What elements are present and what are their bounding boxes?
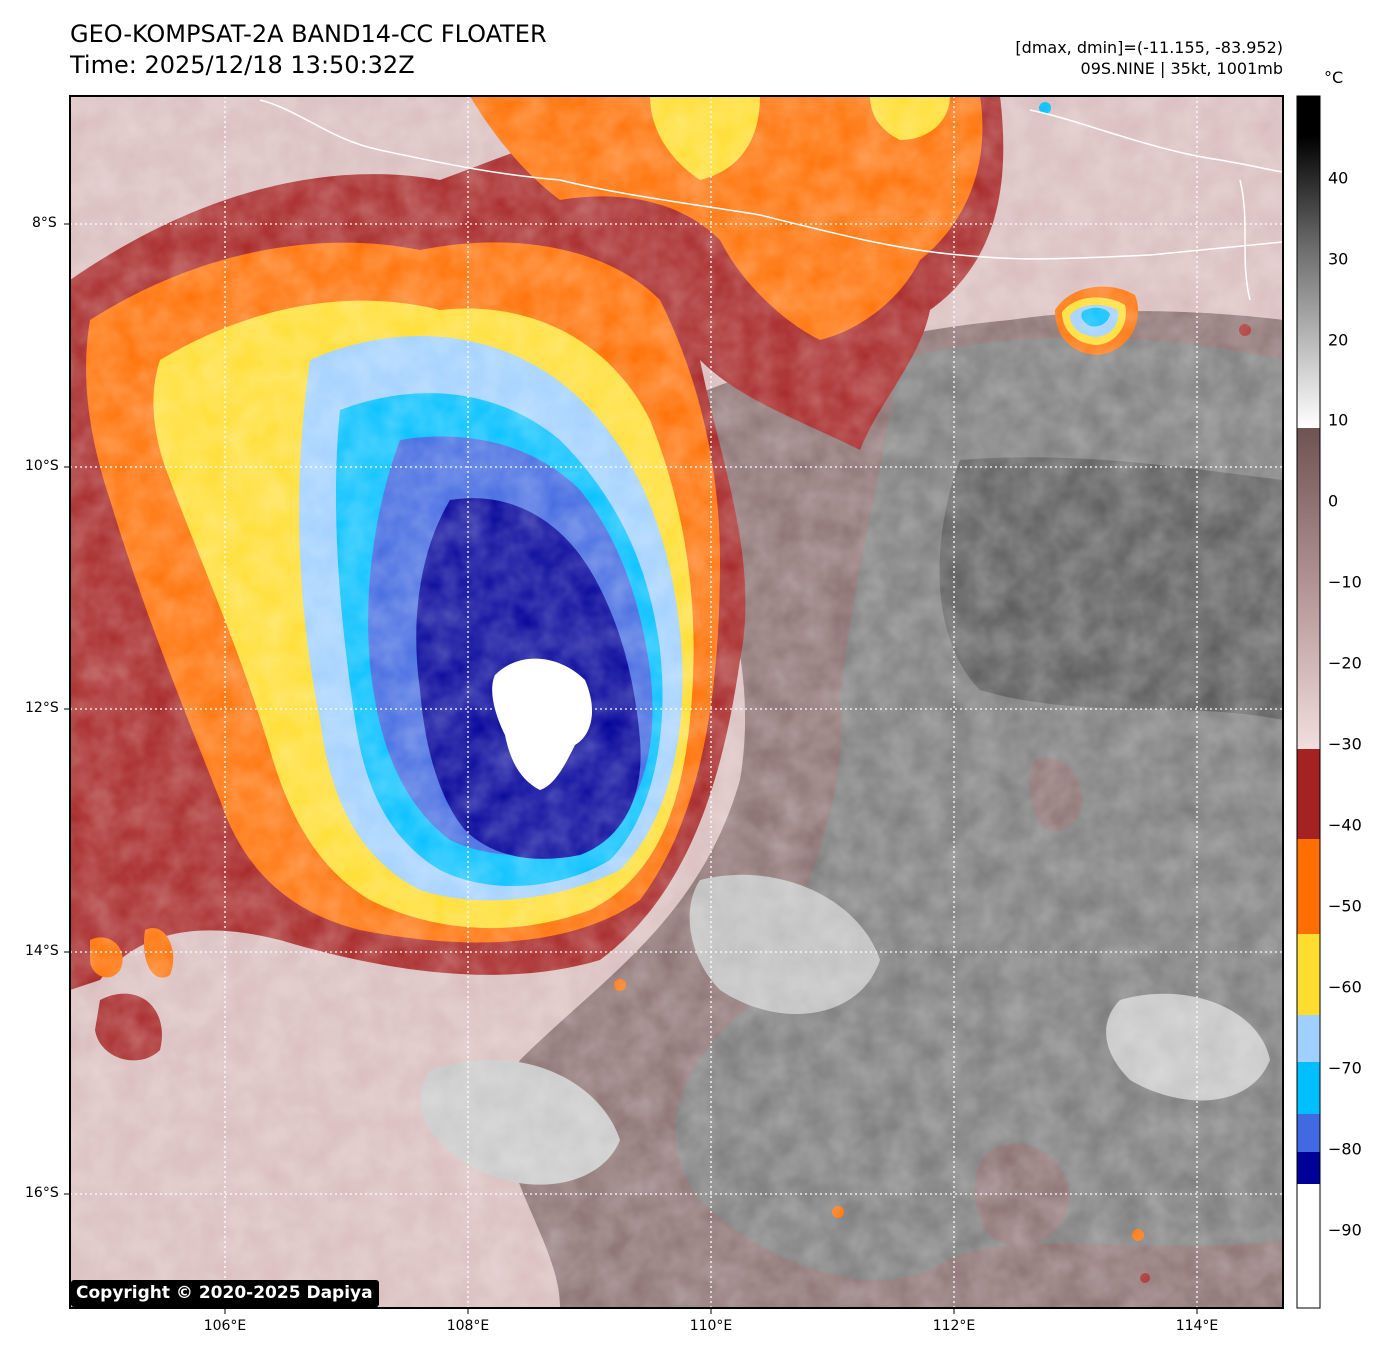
axis-ticks [64,223,1198,1314]
storm-info: 09S.NINE | 35kt, 1001mb [1080,59,1283,78]
lon-label: 114°E [1175,1318,1219,1334]
colorbar-tick: −90 [1328,1220,1362,1240]
colorbar-tick: −80 [1328,1139,1362,1159]
colorbar-royal-blue-segment [1297,1114,1320,1152]
lat-label: 12°S [25,700,59,716]
dmax-dmin-readout: [dmax, dmin]=(-11.155, -83.952) [1015,38,1283,57]
colorbar-tick: 10 [1328,410,1349,430]
map-layers [70,96,1283,1308]
chart-title: GEO-KOMPSAT-2A BAND14-CC FLOATER [70,20,547,48]
colorbar-unit: °C [1324,68,1344,87]
colorbar-tick: −70 [1328,1058,1362,1078]
colorbar-sky-blue-segment [1297,1062,1320,1114]
chart-time: Time: 2025/12/18 13:50:32Z [70,51,415,79]
lon-label: 110°E [689,1318,733,1334]
cloud-texture [70,96,1283,1308]
lon-label: 108°E [446,1318,490,1334]
colorbar-brown-segment [1297,428,1320,749]
lat-label: 8°S [32,215,57,231]
colorbar-navy-segment [1297,1152,1320,1184]
colorbar-tick: −50 [1328,896,1362,916]
lat-label: 16°S [25,1185,59,1201]
colorbar-yellow-segment [1297,934,1320,1015]
colorbar-white-segment [1297,1184,1320,1308]
colorbar-orange-segment [1297,839,1320,934]
java-coastline [259,99,1283,260]
lat-label: 14°S [25,943,59,959]
east-java-coastline [1239,179,1251,301]
colorbar-gray-segment [1297,96,1320,428]
colorbar-tick: −60 [1328,977,1362,997]
colorbar-tick: 0 [1328,491,1339,511]
lat-label: 10°S [25,458,59,474]
colorbar-tick: −30 [1328,734,1362,754]
colorbar-tick: 20 [1328,330,1349,350]
colorbar-tick: −10 [1328,572,1362,592]
colorbar-tick: −40 [1328,815,1362,835]
colorbar-tick: 40 [1328,168,1349,188]
java-north-coastline [1029,109,1283,173]
lon-label: 112°E [932,1318,976,1334]
colorbar-tick: −20 [1328,653,1362,673]
copyright-label: Copyright © 2020-2025 Dapiya [71,1280,379,1307]
colorbar-light-blue-segment [1297,1015,1320,1062]
colorbar-red-segment [1297,749,1320,839]
colorbar-frame [1296,95,1321,1309]
graticule [70,96,1283,1308]
lon-label: 106°E [203,1318,247,1334]
colorbar-tick: 30 [1328,249,1349,269]
map-frame [69,95,1284,1309]
colorbar [1296,95,1321,1309]
